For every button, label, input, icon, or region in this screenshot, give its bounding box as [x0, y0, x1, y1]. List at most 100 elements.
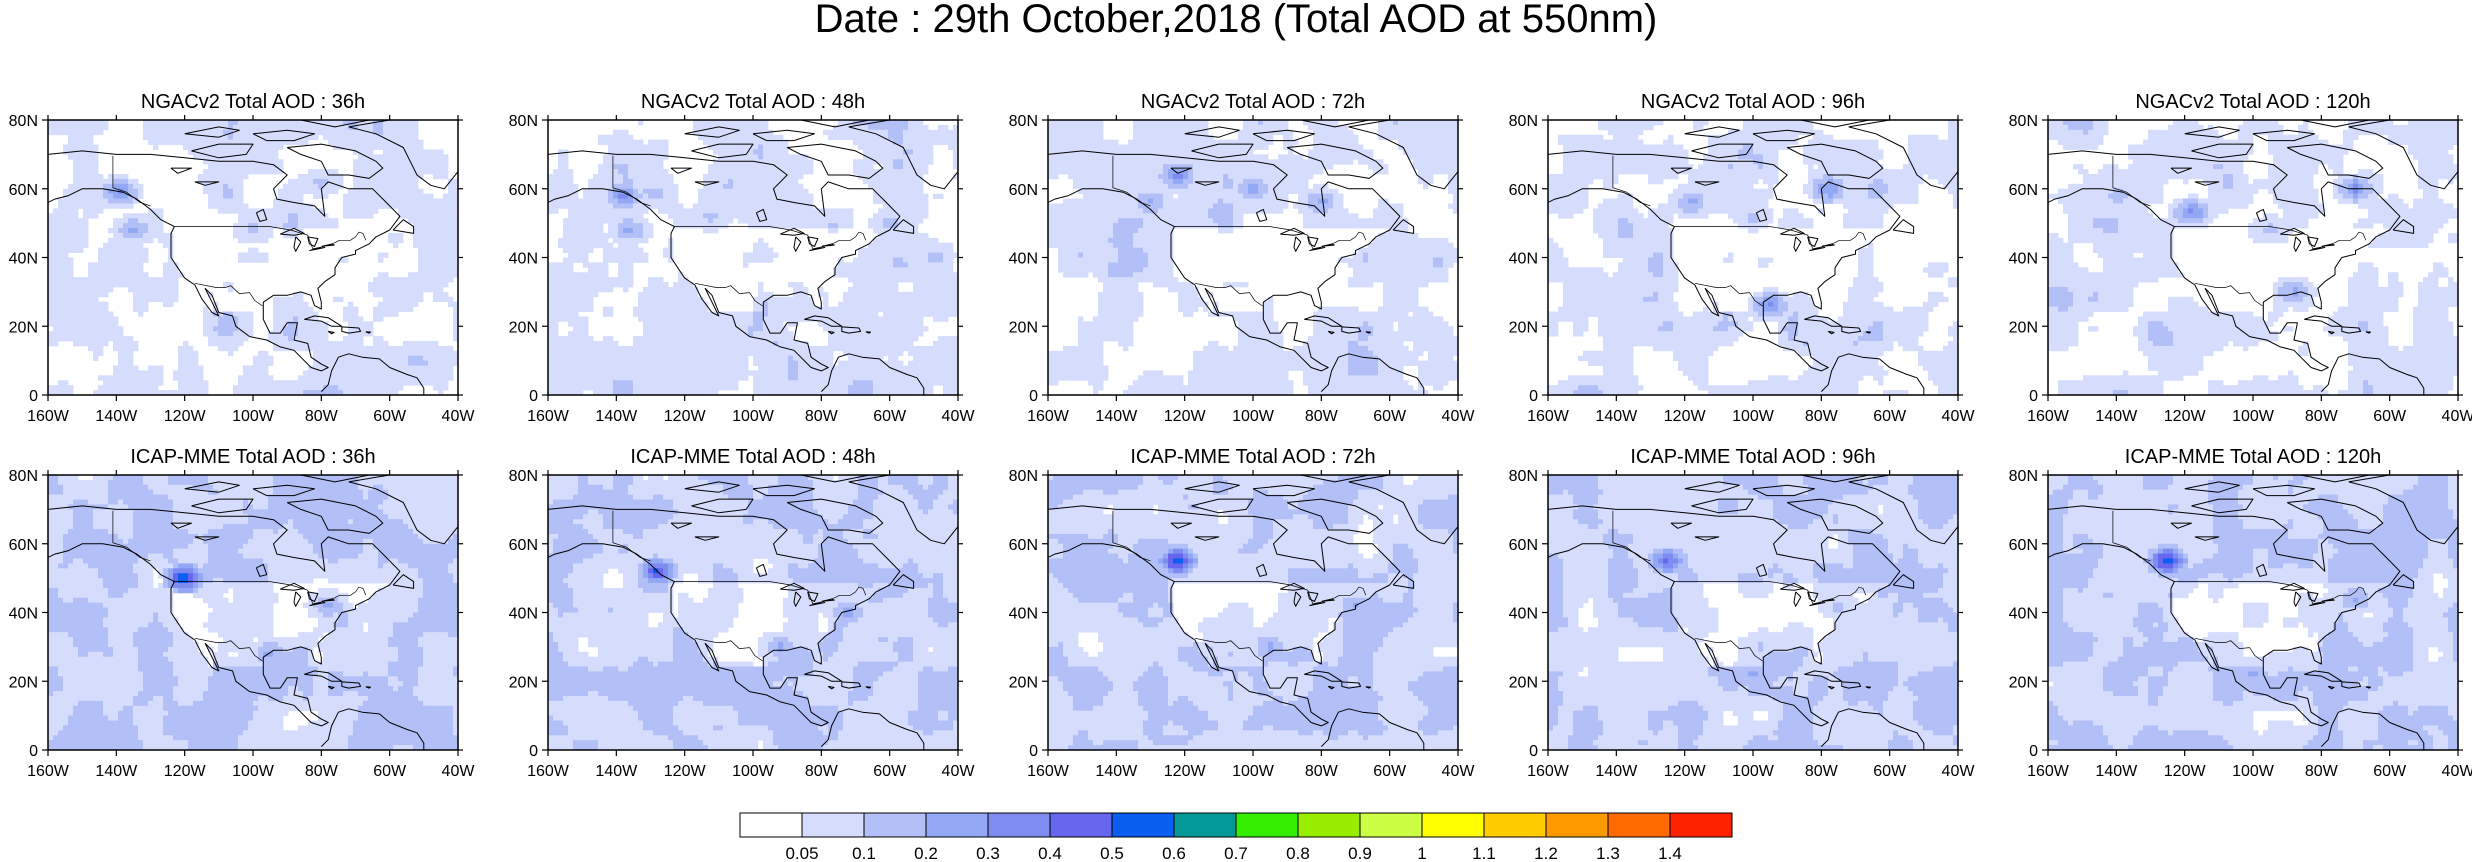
- x-tick-label: 60W: [1373, 408, 1407, 425]
- x-tick-label: 160W: [527, 408, 570, 425]
- y-tick-label: 0: [1529, 388, 1538, 405]
- y-tick-label: 20N: [1509, 319, 1538, 336]
- y-tick-label: 60N: [1509, 537, 1538, 554]
- y-tick-label: 40N: [9, 251, 38, 268]
- colorbar-swatch: [1235, 812, 1299, 838]
- aod-field: [1548, 475, 1958, 750]
- x-tick-label: 160W: [1027, 763, 1070, 780]
- y-tick-label: 20N: [1009, 319, 1038, 336]
- colorbar-label: 0.1: [852, 844, 876, 862]
- x-tick-label: 60W: [1873, 763, 1907, 780]
- y-tick-label: 20N: [1509, 674, 1538, 691]
- x-tick-label: 120W: [1164, 763, 1207, 780]
- x-tick-label: 100W: [1732, 763, 1775, 780]
- x-tick-label: 40W: [1442, 408, 1476, 425]
- colorbar-label: 0.6: [1162, 844, 1186, 862]
- y-tick-label: 20N: [509, 319, 538, 336]
- x-tick-label: 40W: [1942, 763, 1976, 780]
- panel-title: NGACv2 Total AOD : 48h: [641, 91, 865, 113]
- map-panel: NGACv2 Total AOD : 96h 160W 140W 120W 100W 80…: [1509, 91, 1976, 425]
- y-tick-label: 80N: [1509, 468, 1538, 485]
- colorbar-swatch: [801, 812, 865, 838]
- x-tick-label: 40W: [2442, 408, 2472, 425]
- x-tick-label: 100W: [232, 408, 275, 425]
- x-tick-label: 140W: [1595, 763, 1638, 780]
- x-tick-label: 40W: [942, 763, 976, 780]
- x-tick-label: 80W: [805, 408, 839, 425]
- y-tick-label: 0: [1529, 743, 1538, 760]
- x-tick-label: 160W: [2027, 763, 2070, 780]
- x-tick-label: 80W: [305, 763, 339, 780]
- colorbar-swatch: [863, 812, 927, 838]
- x-tick-label: 40W: [1442, 763, 1476, 780]
- x-tick-label: 80W: [1305, 763, 1339, 780]
- colorbar-swatch: [1483, 812, 1547, 838]
- y-tick-label: 0: [1029, 388, 1038, 405]
- x-tick-label: 100W: [1232, 763, 1275, 780]
- y-tick-label: 0: [529, 388, 538, 405]
- y-tick-label: 60N: [509, 537, 538, 554]
- x-tick-label: 40W: [942, 408, 976, 425]
- x-tick-label: 100W: [2232, 763, 2275, 780]
- coastlines: [1048, 475, 1458, 750]
- map-panel: ICAP-MME Total AOD : 48h 160W 140W 120W 100W…: [509, 446, 976, 780]
- y-tick-label: 60N: [1009, 182, 1038, 199]
- x-tick-label: 160W: [1527, 408, 1570, 425]
- y-tick-label: 0: [2029, 743, 2038, 760]
- aod-field: [548, 475, 958, 750]
- panel-title: ICAP-MME Total AOD : 96h: [1630, 446, 1875, 468]
- x-tick-label: 140W: [595, 408, 638, 425]
- y-tick-label: 0: [1029, 743, 1038, 760]
- country-borders: [112, 510, 367, 662]
- panel-title: ICAP-MME Total AOD : 72h: [1130, 446, 1375, 468]
- x-tick-label: 140W: [1095, 408, 1138, 425]
- x-tick-label: 120W: [2164, 763, 2207, 780]
- aod-field: [2048, 120, 2458, 395]
- x-tick-label: 160W: [27, 408, 70, 425]
- y-tick-label: 40N: [1009, 606, 1038, 623]
- country-borders: [2112, 510, 2367, 662]
- colorbar-label: 0.3: [976, 844, 1000, 862]
- x-tick-label: 140W: [595, 763, 638, 780]
- colorbar-swatch: [1297, 812, 1361, 838]
- panel-title: ICAP-MME Total AOD : 48h: [630, 446, 875, 468]
- x-tick-label: 120W: [664, 763, 707, 780]
- colorbar-swatch: [1359, 812, 1423, 838]
- y-tick-label: 80N: [509, 468, 538, 485]
- x-tick-label: 140W: [95, 408, 138, 425]
- x-tick-label: 140W: [2095, 763, 2138, 780]
- x-tick-label: 160W: [527, 763, 570, 780]
- x-tick-label: 100W: [232, 763, 275, 780]
- colorbar-label: 0.7: [1224, 844, 1248, 862]
- map-panel: NGACv2 Total AOD : 72h 160W 140W 120W 100W 80…: [1009, 91, 1476, 425]
- panel-title: NGACv2 Total AOD : 120h: [2135, 91, 2370, 113]
- map-panel: NGACv2 Total AOD : 36h 160W 140W 120W 100W 80…: [9, 91, 476, 425]
- y-tick-label: 40N: [2009, 606, 2038, 623]
- aod-field: [1048, 120, 1458, 395]
- x-tick-label: 60W: [1373, 763, 1407, 780]
- aod-field: [548, 120, 958, 395]
- y-tick-label: 40N: [509, 606, 538, 623]
- map-panel: NGACv2 Total AOD : 120h 160W 140W 120W 100W 8…: [2009, 91, 2472, 425]
- aod-field: [48, 475, 458, 750]
- aod-field: [1548, 120, 1958, 395]
- x-tick-label: 60W: [873, 763, 907, 780]
- coastlines: [2048, 475, 2458, 750]
- y-tick-label: 80N: [2009, 468, 2038, 485]
- x-tick-label: 160W: [1527, 763, 1570, 780]
- x-tick-label: 100W: [732, 763, 775, 780]
- y-tick-label: 80N: [9, 468, 38, 485]
- x-tick-label: 60W: [2373, 763, 2407, 780]
- map-panel: ICAP-MME Total AOD : 72h 160W 140W 120W 100W…: [1009, 446, 1476, 780]
- panel-title: NGACv2 Total AOD : 72h: [1141, 91, 1365, 113]
- y-tick-label: 0: [529, 743, 538, 760]
- y-tick-label: 60N: [2009, 182, 2038, 199]
- x-tick-label: 80W: [1805, 763, 1839, 780]
- colorbar-swatch: [925, 812, 989, 838]
- country-borders: [1612, 510, 1867, 662]
- country-borders: [612, 510, 867, 662]
- map-panel: ICAP-MME Total AOD : 96h 160W 140W 120W 100W…: [1509, 446, 1976, 780]
- country-borders: [1612, 155, 1867, 307]
- x-tick-label: 120W: [164, 408, 207, 425]
